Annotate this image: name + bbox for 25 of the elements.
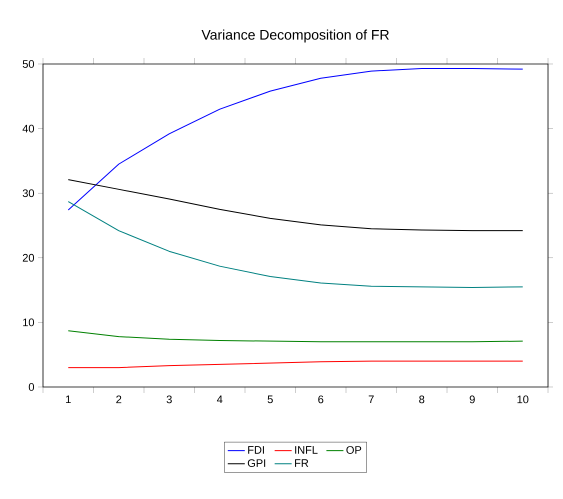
y-tick-label: 50 xyxy=(22,60,34,68)
x-tick-label: 5 xyxy=(268,396,273,404)
x-tick-label: 2 xyxy=(116,396,122,404)
x-tick-label: 8 xyxy=(419,396,424,404)
y-tick-label: 10 xyxy=(23,318,34,326)
x-tick-label: 7 xyxy=(368,396,374,404)
x-tick-label: 10 xyxy=(517,396,528,404)
x-tick-label: 3 xyxy=(166,396,172,404)
legend-label: GPI xyxy=(248,459,266,467)
line-series xyxy=(68,68,524,210)
y-tick-label: 40 xyxy=(22,124,34,132)
y-tick-label: 0 xyxy=(28,383,34,391)
line-series xyxy=(68,179,524,232)
x-tick-label: 4 xyxy=(216,396,222,404)
legend-label: INFL xyxy=(295,446,318,454)
y-tick-label: 30 xyxy=(22,189,34,198)
legend-label: OP xyxy=(346,446,362,454)
line-series xyxy=(68,201,524,288)
x-tick-label: 6 xyxy=(318,396,324,404)
legend-label: FR xyxy=(295,459,308,467)
legend-label: FDI xyxy=(248,446,264,454)
y-tick-label: 20 xyxy=(22,254,34,262)
chart-title: Variance Decomposition of FR xyxy=(202,29,389,42)
x-tick-label: 9 xyxy=(470,396,475,404)
x-tick-label: 1 xyxy=(66,396,71,404)
